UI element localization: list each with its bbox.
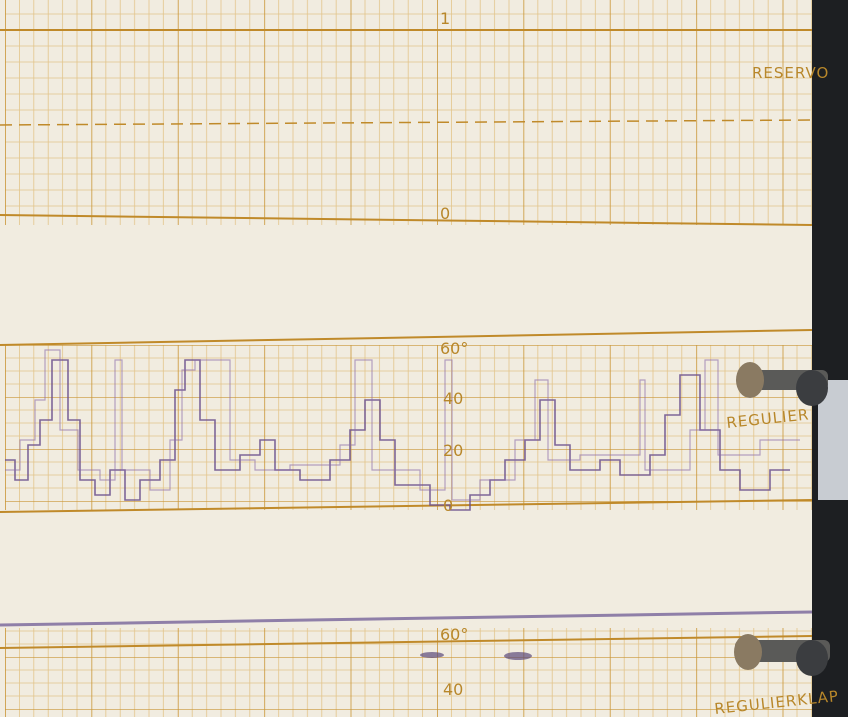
grid-top	[5, 0, 812, 225]
scale-label: 20	[443, 441, 463, 460]
scale-label: 40	[443, 680, 463, 699]
ink-blot	[504, 652, 532, 660]
scale-label: 60°	[440, 625, 468, 644]
scale-label: 1	[440, 9, 450, 28]
photo: 1 0 RESERVO 60° 40 20 0 REGULIER 60° 40 …	[0, 0, 848, 717]
side-label: RESERVO	[752, 64, 829, 82]
scale-label: 0	[440, 204, 450, 223]
scale-label: 0	[443, 496, 453, 515]
background-dark	[812, 0, 848, 717]
scale-label: 40	[443, 389, 463, 408]
ink-blot	[420, 652, 444, 658]
scale-label: 60°	[440, 339, 468, 358]
